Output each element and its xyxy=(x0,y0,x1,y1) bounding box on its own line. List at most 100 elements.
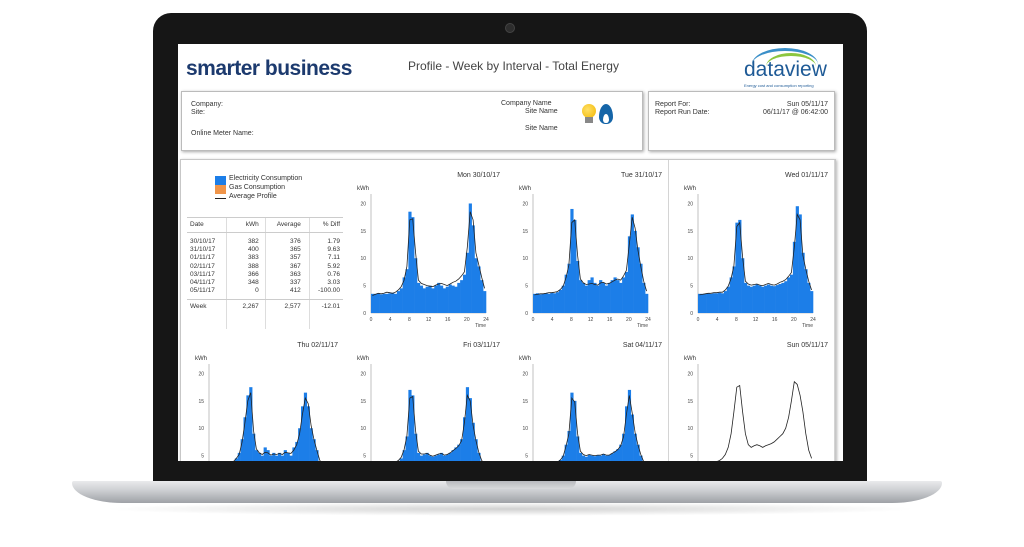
y-tick-label: 5 xyxy=(363,454,366,460)
bulb-base-icon xyxy=(585,117,593,123)
table-total-row: Week 2,267 2,577 -12.01 xyxy=(187,299,343,315)
table-row: 31/10/17 400 365 9.63 xyxy=(190,246,340,254)
electricity-bar xyxy=(573,400,577,461)
electricity-bar xyxy=(709,293,713,313)
y-axis-label: kWh xyxy=(195,356,207,362)
electricity-bar xyxy=(483,291,487,313)
electricity-bar xyxy=(457,444,461,461)
y-tick-label: 5 xyxy=(525,284,528,290)
y-tick-label: 20 xyxy=(522,371,528,377)
y-tick-label: 15 xyxy=(522,229,528,235)
electricity-bar xyxy=(533,293,537,313)
electricity-bar xyxy=(706,293,710,313)
electricity-bar xyxy=(596,285,600,313)
y-tick-label: 10 xyxy=(198,426,204,432)
x-tick-label: 24 xyxy=(645,317,651,323)
gas-swatch xyxy=(215,185,226,194)
electricity-bar xyxy=(567,430,571,461)
electricity-bar xyxy=(712,293,716,313)
electricity-bar xyxy=(715,293,719,313)
y-tick-label: 20 xyxy=(198,371,204,377)
site-value: Site Name xyxy=(525,108,558,115)
laptop-notch xyxy=(446,481,576,489)
electricity-bar xyxy=(633,230,637,313)
electricity-bar xyxy=(391,292,395,313)
x-axis-label: Time xyxy=(802,323,813,329)
y-axis-label: kWh xyxy=(684,186,696,192)
electricity-bar xyxy=(767,284,771,313)
electricity-bar xyxy=(561,285,565,313)
company-label: Company: xyxy=(191,101,223,108)
y-tick-label: 10 xyxy=(360,256,366,262)
electricity-bar xyxy=(263,447,267,461)
electricity-bar xyxy=(781,282,785,313)
electricity-bar xyxy=(385,293,389,313)
y-tick-label: 20 xyxy=(360,371,366,377)
electricity-bar xyxy=(405,436,409,461)
electricity-bar xyxy=(576,436,580,461)
electricity-bar xyxy=(579,452,583,461)
dashboard-grid: Electricity Consumption Gas Consumption … xyxy=(180,159,836,461)
y-tick-label: 10 xyxy=(522,256,528,262)
electricity-bar xyxy=(749,286,753,313)
electricity-bar xyxy=(627,236,632,313)
header-diff: % Diff xyxy=(303,217,343,233)
electricity-bar xyxy=(726,286,730,313)
electricity-bar xyxy=(616,449,620,461)
electricity-bar xyxy=(408,211,412,313)
table-row: 30/10/17 382 376 1.79 xyxy=(190,238,340,245)
y-tick-label: 15 xyxy=(687,229,693,235)
col-divider xyxy=(309,217,310,329)
electricity-bar xyxy=(283,450,287,461)
average-profile-line xyxy=(396,394,483,461)
y-tick-label: 5 xyxy=(363,284,366,290)
electricity-bar xyxy=(471,225,475,313)
average-profile-line xyxy=(717,380,812,461)
legend-gas: Gas Consumption xyxy=(229,184,286,191)
x-axis-label: Time xyxy=(475,323,486,329)
electricity-bar xyxy=(798,214,802,313)
electricity-bar xyxy=(474,258,478,313)
electricity-bar xyxy=(396,291,401,313)
electricity-bar xyxy=(622,433,626,461)
x-tick-label: 8 xyxy=(735,317,738,323)
electricity-bar xyxy=(698,293,702,313)
electricity-bar xyxy=(570,392,574,461)
meter-label: Online Meter Name: xyxy=(191,130,254,137)
table-row: 02/11/17 388 367 5.92 xyxy=(190,262,340,270)
electricity-bar xyxy=(411,395,415,461)
y-tick-label: 10 xyxy=(687,426,693,432)
table-row: 01/11/17 383 357 7.11 xyxy=(190,254,340,262)
x-tick-label: 16 xyxy=(445,317,451,323)
electricity-bar xyxy=(463,274,467,313)
y-tick-label: 10 xyxy=(687,256,693,262)
y-tick-label: 20 xyxy=(522,201,528,207)
electricity-bar xyxy=(303,392,308,461)
electricity-bar xyxy=(735,222,739,313)
chart-title: Fri 03/11/17 xyxy=(463,342,500,349)
table-row: 03/11/17 366 363 0.76 xyxy=(190,270,340,278)
x-tick-label: 4 xyxy=(551,317,554,323)
electricity-bar xyxy=(451,285,455,313)
electricity-bar xyxy=(431,288,435,313)
site-info-box: Company: Site: Online Meter Name: Compan… xyxy=(181,91,643,151)
x-tick-label: 24 xyxy=(483,317,489,323)
report-for-value: Sun 05/11/17 xyxy=(786,101,828,108)
y-axis-label: kWh xyxy=(357,356,369,362)
electricity-bar xyxy=(376,293,380,313)
summary-panel: Electricity Consumption Gas Consumption … xyxy=(181,160,344,331)
y-tick-label: 0 xyxy=(690,311,693,317)
electricity-bar xyxy=(642,282,646,313)
electricity-bar xyxy=(721,293,725,313)
electricity-bar xyxy=(260,455,264,461)
electricity-bar xyxy=(553,293,557,313)
electricity-bar xyxy=(454,286,458,313)
electricity-bar xyxy=(437,454,441,461)
